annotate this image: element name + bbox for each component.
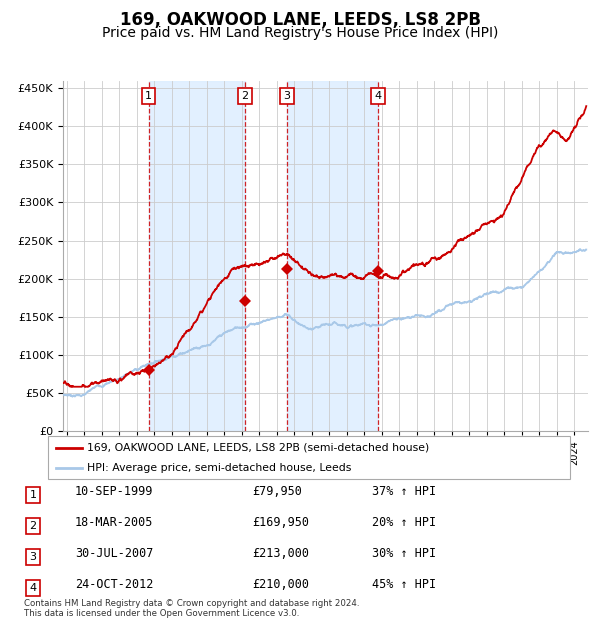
Bar <box>287 81 378 431</box>
Text: 4: 4 <box>29 583 37 593</box>
Text: 30% ↑ HPI: 30% ↑ HPI <box>372 547 436 560</box>
Text: 45% ↑ HPI: 45% ↑ HPI <box>372 578 436 591</box>
Text: 3: 3 <box>284 91 290 101</box>
Text: £213,000: £213,000 <box>252 547 309 560</box>
Text: £210,000: £210,000 <box>252 578 309 591</box>
Text: 18-MAR-2005: 18-MAR-2005 <box>75 516 154 529</box>
Text: 1: 1 <box>29 490 37 500</box>
Text: 4: 4 <box>374 91 382 101</box>
Bar <box>149 81 245 431</box>
Text: 169, OAKWOOD LANE, LEEDS, LS8 2PB: 169, OAKWOOD LANE, LEEDS, LS8 2PB <box>119 11 481 29</box>
Text: 2: 2 <box>29 521 37 531</box>
Text: Price paid vs. HM Land Registry's House Price Index (HPI): Price paid vs. HM Land Registry's House … <box>102 26 498 40</box>
Text: 169, OAKWOOD LANE, LEEDS, LS8 2PB (semi-detached house): 169, OAKWOOD LANE, LEEDS, LS8 2PB (semi-… <box>87 443 430 453</box>
Text: 1: 1 <box>145 91 152 101</box>
Text: £79,950: £79,950 <box>252 485 302 498</box>
Text: Contains HM Land Registry data © Crown copyright and database right 2024.
This d: Contains HM Land Registry data © Crown c… <box>24 599 359 618</box>
Text: 3: 3 <box>29 552 37 562</box>
Text: 20% ↑ HPI: 20% ↑ HPI <box>372 516 436 529</box>
Text: 10-SEP-1999: 10-SEP-1999 <box>75 485 154 498</box>
Text: 37% ↑ HPI: 37% ↑ HPI <box>372 485 436 498</box>
Text: £169,950: £169,950 <box>252 516 309 529</box>
Text: 2: 2 <box>241 91 248 101</box>
Text: HPI: Average price, semi-detached house, Leeds: HPI: Average price, semi-detached house,… <box>87 463 352 473</box>
Text: 24-OCT-2012: 24-OCT-2012 <box>75 578 154 591</box>
Text: 30-JUL-2007: 30-JUL-2007 <box>75 547 154 560</box>
